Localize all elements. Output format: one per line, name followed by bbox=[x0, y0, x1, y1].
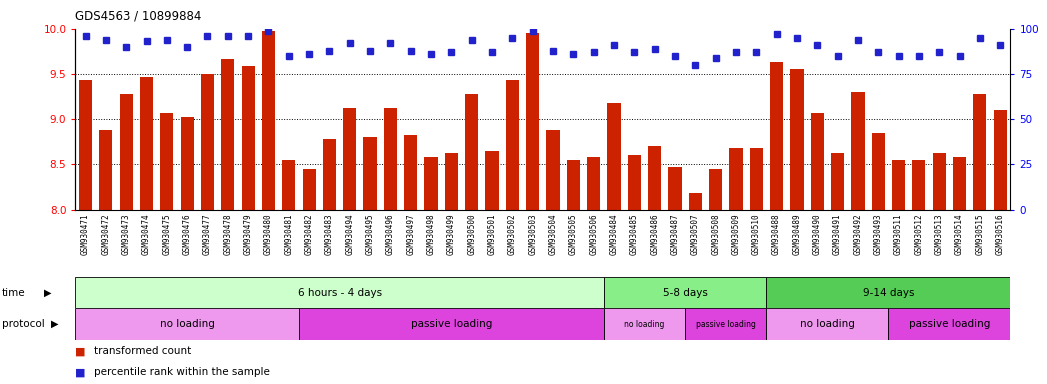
Bar bbox=[685, 308, 766, 340]
Bar bbox=[689, 194, 701, 210]
Text: ■: ■ bbox=[75, 346, 86, 356]
Bar bbox=[465, 94, 478, 210]
Text: no loading: no loading bbox=[160, 319, 215, 329]
Bar bbox=[404, 135, 418, 210]
Bar bbox=[831, 153, 844, 210]
Bar bbox=[628, 156, 641, 210]
Bar bbox=[730, 148, 742, 210]
Text: passive loading: passive loading bbox=[909, 319, 990, 329]
Bar bbox=[262, 31, 275, 210]
Bar bbox=[506, 80, 519, 210]
Bar bbox=[912, 160, 926, 210]
Bar bbox=[872, 133, 885, 210]
Text: ▶: ▶ bbox=[44, 288, 51, 298]
Bar bbox=[526, 33, 539, 210]
Bar bbox=[75, 277, 604, 308]
Text: 9-14 days: 9-14 days bbox=[863, 288, 914, 298]
Bar bbox=[604, 308, 685, 340]
Bar bbox=[604, 277, 766, 308]
Bar bbox=[933, 153, 945, 210]
Bar bbox=[486, 151, 498, 210]
Text: ■: ■ bbox=[75, 367, 86, 377]
Text: time: time bbox=[2, 288, 26, 298]
Text: passive loading: passive loading bbox=[410, 319, 492, 329]
Bar bbox=[750, 148, 763, 210]
Bar bbox=[384, 108, 397, 210]
Bar bbox=[974, 94, 986, 210]
Text: GDS4563 / 10899884: GDS4563 / 10899884 bbox=[75, 10, 202, 23]
Text: 6 hours - 4 days: 6 hours - 4 days bbox=[297, 288, 382, 298]
Bar bbox=[607, 103, 621, 210]
Bar bbox=[587, 157, 600, 210]
Bar bbox=[160, 113, 174, 210]
Bar bbox=[79, 80, 92, 210]
Bar bbox=[709, 169, 722, 210]
Bar bbox=[119, 94, 133, 210]
Bar bbox=[766, 308, 889, 340]
Bar bbox=[242, 66, 254, 210]
Text: no loading: no loading bbox=[800, 319, 854, 329]
Bar bbox=[790, 70, 803, 210]
Text: protocol: protocol bbox=[2, 319, 45, 329]
Bar bbox=[851, 92, 865, 210]
Bar bbox=[770, 62, 783, 210]
Bar bbox=[363, 137, 377, 210]
Bar bbox=[668, 167, 682, 210]
Bar bbox=[547, 130, 560, 210]
Text: no loading: no loading bbox=[624, 319, 665, 329]
Bar bbox=[953, 157, 966, 210]
Text: 5-8 days: 5-8 days bbox=[663, 288, 708, 298]
Text: transformed count: transformed count bbox=[94, 346, 192, 356]
Bar bbox=[566, 160, 580, 210]
Bar bbox=[283, 160, 295, 210]
Bar bbox=[892, 160, 906, 210]
Text: ▶: ▶ bbox=[51, 319, 59, 329]
Text: percentile rank within the sample: percentile rank within the sample bbox=[94, 367, 270, 377]
Bar bbox=[343, 108, 356, 210]
Bar bbox=[322, 139, 336, 210]
Bar bbox=[201, 74, 214, 210]
Bar bbox=[810, 113, 824, 210]
Bar bbox=[889, 308, 1010, 340]
Bar bbox=[445, 153, 458, 210]
Bar bbox=[299, 308, 604, 340]
Bar bbox=[140, 77, 153, 210]
Bar bbox=[180, 116, 194, 210]
Text: passive loading: passive loading bbox=[696, 319, 756, 329]
Bar bbox=[648, 146, 662, 210]
Bar bbox=[424, 157, 438, 210]
Bar bbox=[99, 130, 112, 210]
Bar bbox=[221, 59, 235, 210]
Bar bbox=[766, 277, 1010, 308]
Bar bbox=[303, 169, 316, 210]
Bar bbox=[75, 308, 299, 340]
Bar bbox=[994, 110, 1007, 210]
